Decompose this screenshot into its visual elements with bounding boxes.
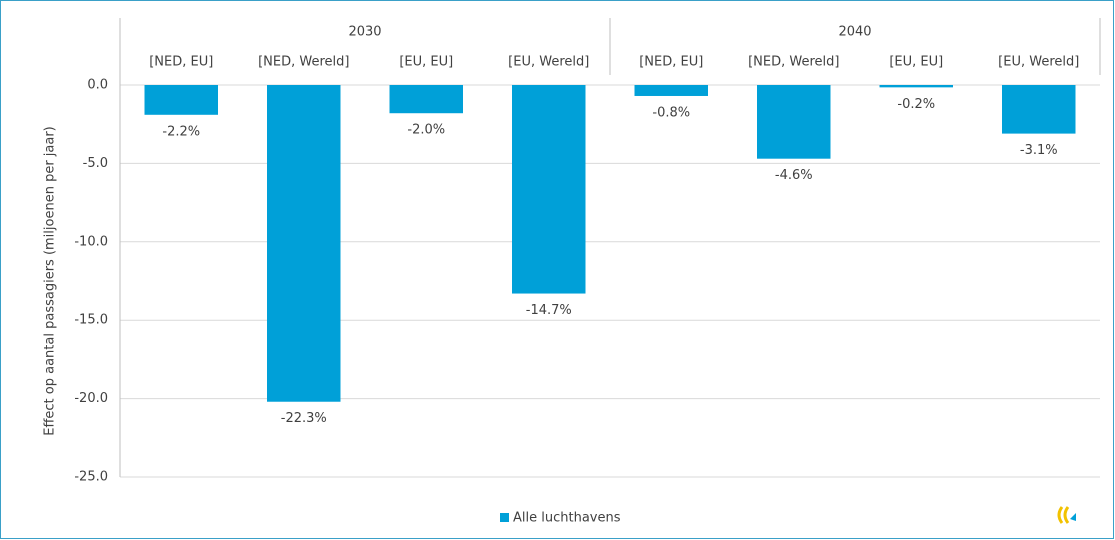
bar (634, 85, 708, 96)
data-label: -14.7% (526, 303, 572, 318)
x-tick-label: [NED, Wereld] (748, 55, 839, 70)
x-tick-label: [EU, Wereld] (998, 55, 1079, 70)
y-tick-label: -15.0 (74, 313, 108, 328)
legend-label: Alle luchthavens (513, 511, 621, 526)
y-tick-label: -25.0 (74, 470, 108, 485)
data-label: -2.0% (407, 123, 445, 138)
x-tick-label: [NED, EU] (149, 55, 213, 70)
data-label: -0.2% (897, 97, 935, 112)
y-tick-label: 0.0 (87, 78, 108, 93)
bar (1002, 85, 1076, 134)
data-label: -2.2% (162, 124, 200, 139)
data-label: -3.1% (1020, 143, 1058, 158)
bar (879, 85, 953, 88)
y-tick-label: -10.0 (74, 234, 108, 249)
data-label: -22.3% (281, 411, 327, 426)
bar (144, 85, 218, 115)
group-label: 2030 (348, 25, 381, 40)
x-tick-label: [NED, Wereld] (258, 55, 349, 70)
group-label: 2040 (838, 25, 871, 40)
bar (757, 85, 831, 159)
legend-swatch (500, 513, 509, 522)
y-axis-label: Effect op aantal passagiers (miljoenen p… (43, 126, 58, 436)
x-tick-label: [EU, EU] (889, 55, 943, 70)
bar (389, 85, 463, 114)
y-tick-label: -20.0 (74, 391, 108, 406)
x-tick-label: [EU, Wereld] (508, 55, 589, 70)
data-label: -4.6% (775, 168, 813, 183)
bar (267, 85, 341, 402)
data-label: -0.8% (652, 105, 690, 120)
x-tick-label: [EU, EU] (399, 55, 453, 70)
x-tick-label: [NED, EU] (639, 55, 703, 70)
logo (1057, 506, 1076, 524)
bar (512, 85, 586, 294)
y-tick-label: -5.0 (83, 156, 108, 171)
